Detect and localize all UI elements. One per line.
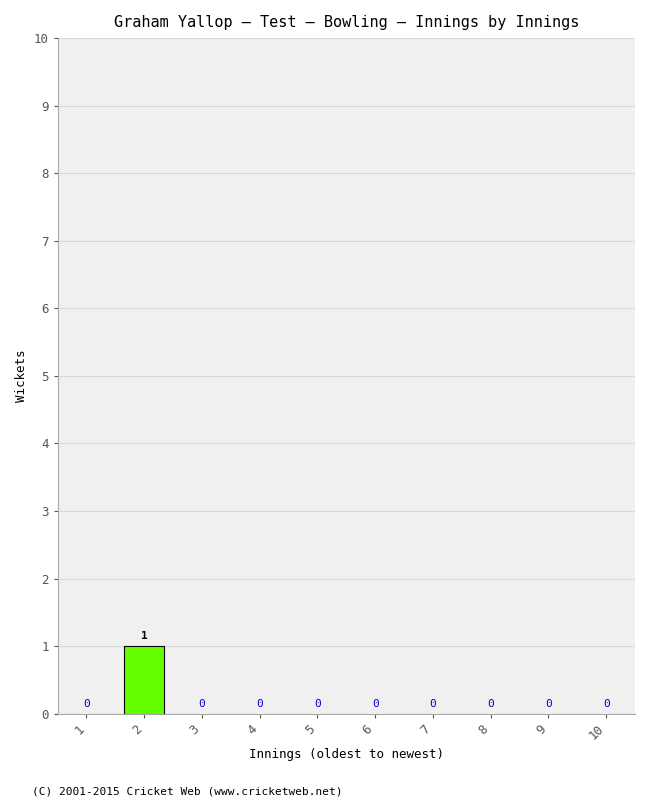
Text: (C) 2001-2015 Cricket Web (www.cricketweb.net): (C) 2001-2015 Cricket Web (www.cricketwe…	[32, 786, 343, 796]
Text: 0: 0	[430, 699, 436, 709]
Text: 0: 0	[83, 699, 90, 709]
Text: 1: 1	[141, 631, 148, 642]
Text: 0: 0	[198, 699, 205, 709]
Text: 0: 0	[545, 699, 552, 709]
X-axis label: Innings (oldest to newest): Innings (oldest to newest)	[249, 748, 444, 761]
Text: 0: 0	[314, 699, 321, 709]
Y-axis label: Wickets: Wickets	[15, 350, 28, 402]
Bar	[124, 646, 164, 714]
Text: 0: 0	[256, 699, 263, 709]
Text: 0: 0	[372, 699, 378, 709]
Text: 0: 0	[488, 699, 494, 709]
Text: 0: 0	[603, 699, 610, 709]
Title: Graham Yallop – Test – Bowling – Innings by Innings: Graham Yallop – Test – Bowling – Innings…	[114, 15, 579, 30]
